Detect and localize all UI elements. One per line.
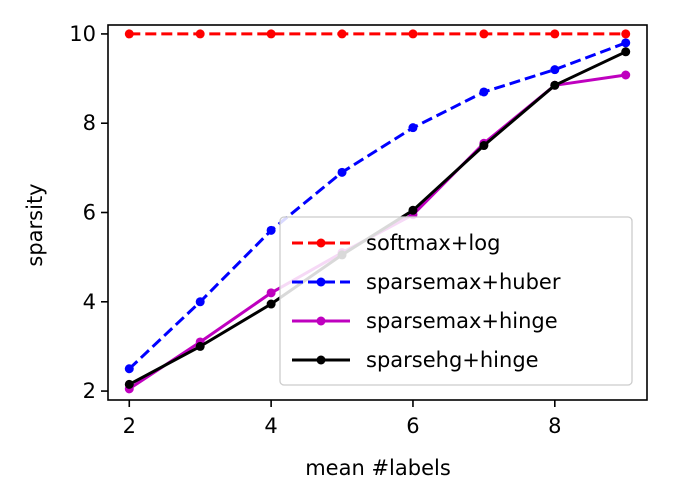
y-tick-label: 2 [83, 379, 96, 403]
legend-label-3: sparsehg+hinge [366, 348, 539, 372]
series-point-1-2 [266, 225, 276, 235]
legend-label-0: softmax+log [366, 231, 500, 255]
series-point-3-2 [266, 299, 276, 309]
series-point-1-1 [195, 297, 205, 307]
x-tick-label: 8 [548, 414, 561, 438]
y-tick-label: 8 [83, 111, 96, 135]
series-point-1-3 [337, 167, 347, 177]
series-point-0-4 [408, 29, 418, 39]
y-tick-label: 4 [83, 290, 96, 314]
series-point-3-4 [408, 205, 418, 215]
series-point-0-0 [124, 29, 134, 39]
series-point-0-6 [550, 29, 560, 39]
series-point-3-5 [479, 141, 489, 151]
series-point-1-0 [124, 364, 134, 374]
series-point-1-6 [550, 65, 560, 75]
y-tick-label: 6 [83, 201, 96, 225]
legend-box [279, 216, 633, 386]
series-point-3-1 [195, 341, 205, 351]
series-point-2-7 [621, 70, 631, 80]
series-point-1-5 [479, 87, 489, 97]
legend-swatch-marker-2 [316, 316, 326, 326]
series-point-3-7 [621, 47, 631, 57]
x-axis-title: mean #labels [305, 456, 451, 480]
legend-swatch-marker-1 [316, 277, 326, 287]
series-line-1 [128, 41, 627, 370]
series-point-1-4 [408, 123, 418, 133]
legend-label-2: sparsemax+hinge [366, 309, 558, 333]
series-point-0-5 [479, 29, 489, 39]
y-axis-title: sparsity [23, 183, 47, 266]
series-point-0-3 [337, 29, 347, 39]
series-point-0-7 [621, 29, 631, 39]
series-point-2-2 [266, 288, 276, 298]
legend-swatch-marker-0 [316, 238, 326, 248]
y-tick-label: 10 [69, 22, 96, 46]
series-point-0-1 [195, 29, 205, 39]
series-point-1-7 [621, 38, 631, 48]
series-point-0-2 [266, 29, 276, 39]
x-tick-label: 6 [406, 414, 419, 438]
series-point-3-0 [124, 379, 134, 389]
x-tick-label: 4 [264, 414, 277, 438]
series-point-3-6 [550, 80, 560, 90]
legend-label-1: sparsemax+huber [366, 270, 561, 294]
x-tick-label: 2 [123, 414, 136, 438]
legend-swatch-marker-3 [316, 355, 326, 365]
